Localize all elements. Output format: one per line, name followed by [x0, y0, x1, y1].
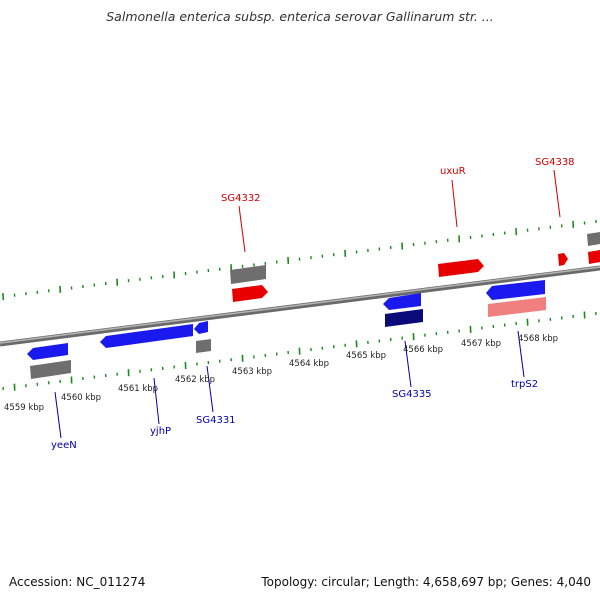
- scale-label: 4560 kbp: [61, 393, 101, 403]
- scale-label: 4566 kbp: [403, 345, 443, 355]
- gene-label-sg4332[interactable]: SG4332: [221, 193, 261, 204]
- gene-feature-sg4332[interactable]: [232, 285, 268, 302]
- label-leaders: [54, 169, 561, 439]
- inner-tick-track: [2, 311, 597, 391]
- genome-backbone: [0, 265, 600, 347]
- gene-feature-yjhp[interactable]: [100, 324, 193, 348]
- scale-labels: 4559 kbp 4560 kbp 4561 kbp 4562 kbp 4563…: [4, 334, 558, 413]
- gene-feature-gray[interactable]: [230, 265, 266, 284]
- gene-feature-pink[interactable]: [488, 297, 546, 317]
- forward-strand-features: [230, 232, 600, 302]
- gene-feature-sg4331[interactable]: [196, 339, 211, 353]
- scale-label: 4561 kbp: [118, 384, 158, 394]
- gene-feature-small-blue[interactable]: [194, 321, 208, 334]
- gene-feature-sg4335-dark[interactable]: [385, 309, 423, 327]
- scale-label: 4567 kbp: [461, 339, 501, 349]
- gene-feature-uxur[interactable]: [438, 259, 484, 277]
- gene-feature-yeen[interactable]: [27, 343, 68, 360]
- genome-summary-text: Topology: circular; Length: 4,658,697 bp…: [261, 575, 591, 589]
- genome-backbone-highlight: [0, 266, 600, 344]
- outer-tick-track: [2, 219, 597, 301]
- gene-label-trps2[interactable]: trpS2: [511, 379, 538, 390]
- gene-feature-trps2[interactable]: [486, 280, 545, 300]
- gene-feature-sg4338[interactable]: [558, 253, 568, 266]
- scale-label: 4568 kbp: [518, 334, 558, 344]
- gene-label-sg4331[interactable]: SG4331: [196, 415, 236, 426]
- accession-text: Accession: NC_011274: [9, 575, 146, 589]
- gene-label-yjhp[interactable]: yjhP: [150, 426, 171, 437]
- scale-label: 4563 kbp: [232, 367, 272, 377]
- gene-feature-red-edge[interactable]: [588, 250, 600, 264]
- gene-label-sg4338[interactable]: SG4338: [535, 157, 575, 168]
- gene-feature-sg4335[interactable]: [383, 293, 421, 310]
- reverse-strand-features: [27, 280, 546, 379]
- scale-label: 4564 kbp: [289, 359, 329, 369]
- gene-labels: SG4332 uxuR SG4338 yeeN yjhP SG4331 SG43…: [51, 157, 575, 451]
- scale-label: 4562 kbp: [175, 375, 215, 385]
- scale-label: 4559 kbp: [4, 403, 44, 413]
- gene-label-uxur[interactable]: uxuR: [440, 166, 466, 177]
- map-title: Salmonella enterica subsp. enterica sero…: [106, 9, 494, 24]
- gene-label-sg4335[interactable]: SG4335: [392, 389, 432, 400]
- gene-feature-gray-edge[interactable]: [587, 232, 600, 246]
- gene-feature-gray-yeen[interactable]: [30, 360, 71, 379]
- gene-label-yeen[interactable]: yeeN: [51, 440, 77, 451]
- scale-label: 4565 kbp: [346, 351, 386, 361]
